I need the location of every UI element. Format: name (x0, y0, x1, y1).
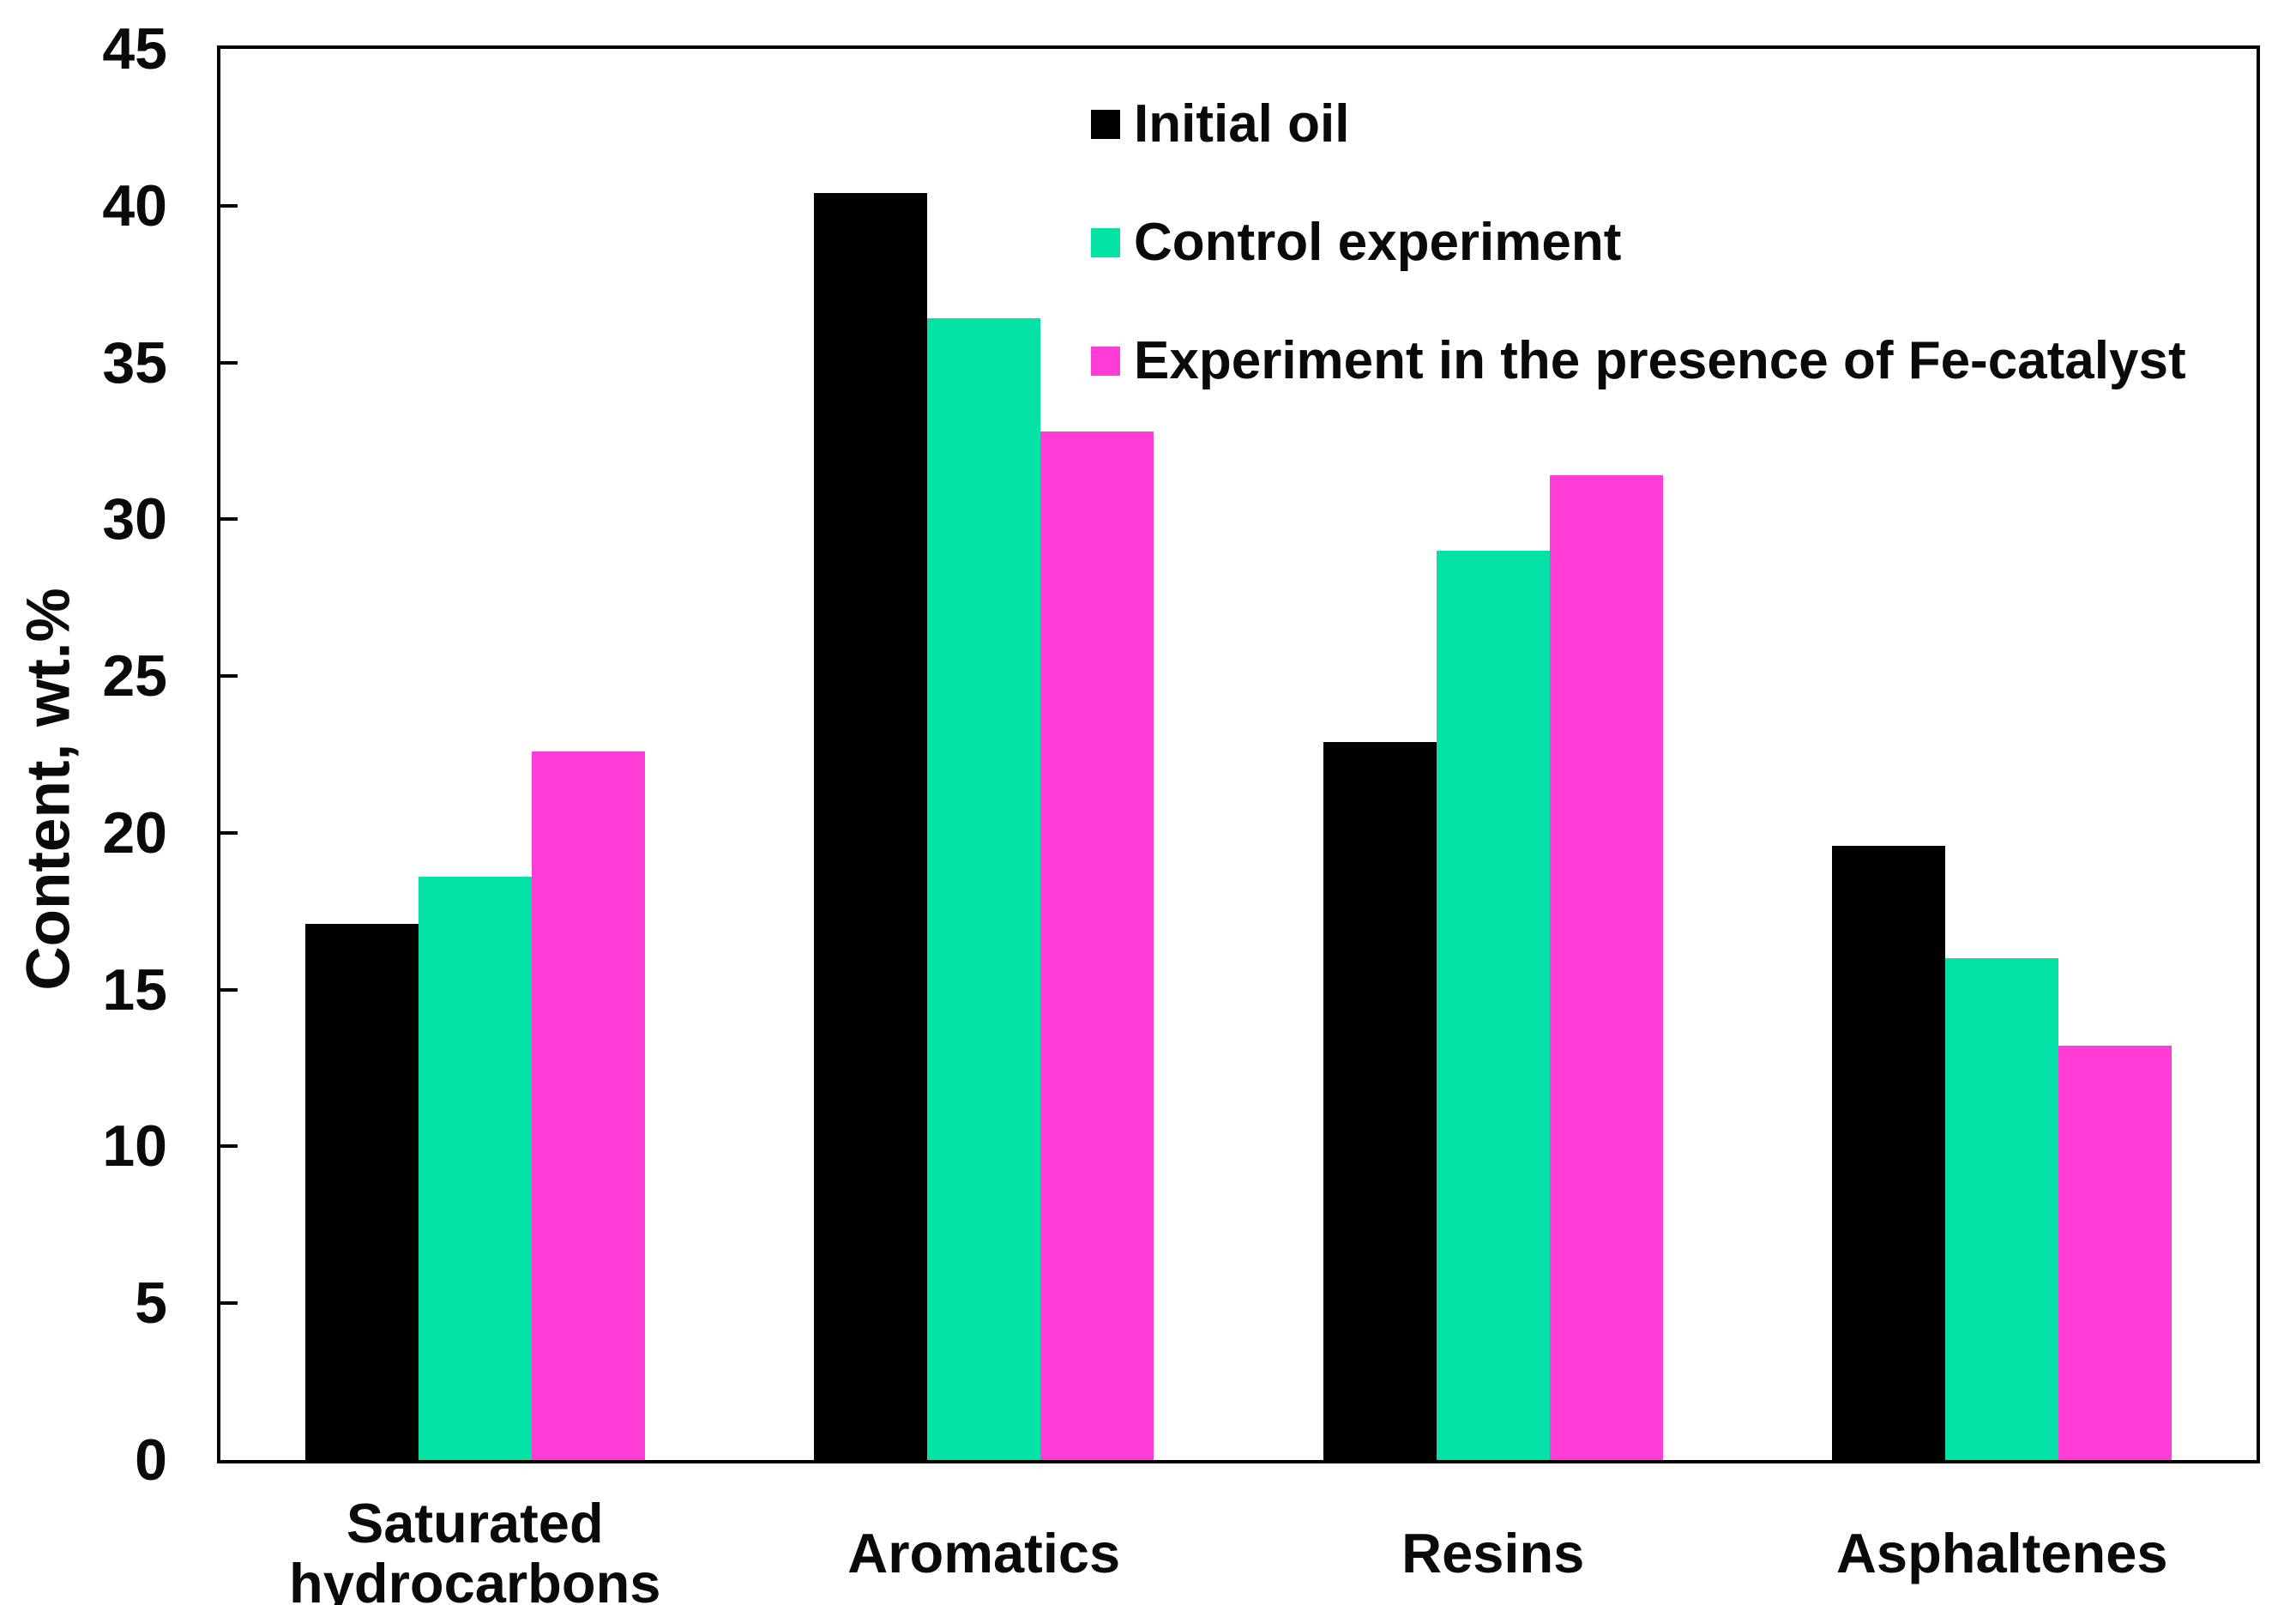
y-tick-label-25: 25 (102, 643, 167, 709)
bar-initial-oil-asphaltenes (1832, 845, 1946, 1460)
legend-swatch-experiment-in-the-presence-of-fe-catalyst (1091, 347, 1120, 376)
y-tick-label-10: 10 (102, 1113, 167, 1180)
x-category-label-resins: Resins (1401, 1521, 1585, 1584)
y-tick-label-0: 0 (135, 1427, 167, 1493)
x-category-label-asphaltenes: Asphaltenes (1835, 1521, 2168, 1584)
plot-inner (220, 49, 2257, 1460)
bar-experiment-in-the-presence-of-fe-catalyst-asphaltenes (2058, 1046, 2172, 1460)
y-tick-mark-15 (220, 987, 238, 992)
plot-area (217, 45, 2260, 1463)
y-tick-mark-40 (220, 203, 238, 208)
bar-control-experiment-saturated-hydrocarbons (418, 877, 532, 1460)
bar-control-experiment-asphaltenes (1945, 958, 2059, 1460)
y-tick-label-30: 30 (102, 486, 167, 552)
y-tick-label-40: 40 (102, 172, 167, 238)
legend-label: Experiment in the presence of Fe-catalys… (1134, 331, 2186, 390)
bar-initial-oil-aromatics (814, 193, 928, 1460)
y-tick-mark-10 (220, 1144, 238, 1149)
bar-experiment-in-the-presence-of-fe-catalyst-saturated-hydrocarbons (531, 751, 645, 1460)
legend-item-3: Experiment in the presence of Fe-catalys… (1091, 321, 2186, 401)
legend-label: Initial oil (1134, 94, 1350, 154)
y-tick-mark-35 (220, 360, 238, 365)
x-category-label-aromatics: Aromatics (847, 1521, 1121, 1584)
bar-control-experiment-aromatics (927, 318, 1041, 1460)
legend-swatch-initial-oil (1091, 110, 1120, 139)
bar-initial-oil-resins (1323, 741, 1437, 1460)
y-tick-label-45: 45 (102, 16, 167, 81)
y-tick-label-5: 5 (135, 1270, 167, 1336)
y-tick-label-20: 20 (102, 799, 167, 866)
bar-experiment-in-the-presence-of-fe-catalyst-aromatics (1040, 431, 1154, 1460)
bar-initial-oil-saturated-hydrocarbons (304, 923, 419, 1460)
x-category-label-saturated-hydrocarbons: Saturated hydrocarbons (289, 1491, 661, 1605)
bar-control-experiment-resins (1436, 550, 1550, 1460)
y-tick-label-35: 35 (102, 329, 167, 395)
y-tick-mark-5 (220, 1301, 238, 1306)
legend-swatch-control-experiment (1091, 228, 1120, 257)
legend-item-2: Control experiment (1091, 202, 2186, 283)
y-tick-label-15: 15 (102, 956, 167, 1023)
legend-label: Control experiment (1134, 213, 1622, 272)
y-tick-mark-25 (220, 674, 238, 679)
bar-experiment-in-the-presence-of-fe-catalyst-resins (1549, 475, 1663, 1460)
y-tick-mark-30 (220, 517, 238, 522)
legend: Initial oil Control experiment Experiment … (1091, 84, 2186, 439)
legend-item-1: Initial oil (1091, 84, 2186, 165)
y-tick-mark-20 (220, 830, 238, 835)
